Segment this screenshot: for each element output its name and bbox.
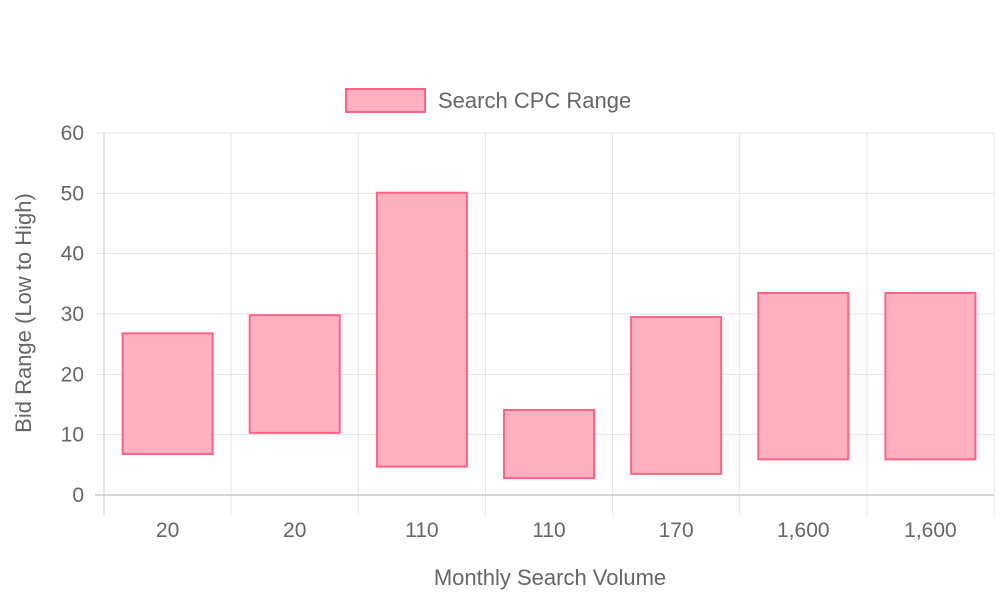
range-bar <box>757 291 850 461</box>
y-axis-title: Bid Range (Low to High) <box>11 193 36 433</box>
range-bar <box>884 291 977 461</box>
x-tick-label: 110 <box>405 519 438 542</box>
range-bar <box>248 314 341 434</box>
range-bar <box>121 332 214 455</box>
y-tick-label: 30 <box>61 303 84 326</box>
legend[interactable]: Search CPC Range <box>345 88 631 113</box>
range-bar <box>503 408 595 480</box>
y-tick-label: 20 <box>61 363 84 386</box>
x-tick-label: 20 <box>283 519 306 542</box>
bars <box>121 191 977 480</box>
x-tick-label: 1,600 <box>777 519 830 542</box>
tick-labels: 0 10 20 30 40 50 60 20 20 110 110 170 1,600 1,600 <box>61 122 957 542</box>
x-tick-label: 20 <box>156 519 179 542</box>
x-axis-title: Monthly Search Volume <box>434 565 666 590</box>
y-tick-label: 40 <box>61 243 84 266</box>
legend-swatch <box>345 88 426 113</box>
y-tick-label: 10 <box>61 424 84 447</box>
y-tick-label: 50 <box>61 182 84 205</box>
range-bar <box>630 316 723 475</box>
x-tick-label: 170 <box>659 519 694 542</box>
range-bar <box>375 191 468 468</box>
legend-label: Search CPC Range <box>438 88 631 113</box>
x-tick-label: 110 <box>532 519 565 542</box>
grid <box>95 132 995 515</box>
y-tick-label: 60 <box>61 122 84 145</box>
y-tick-label: 0 <box>72 484 84 507</box>
x-tick-label: 1,600 <box>904 519 957 542</box>
